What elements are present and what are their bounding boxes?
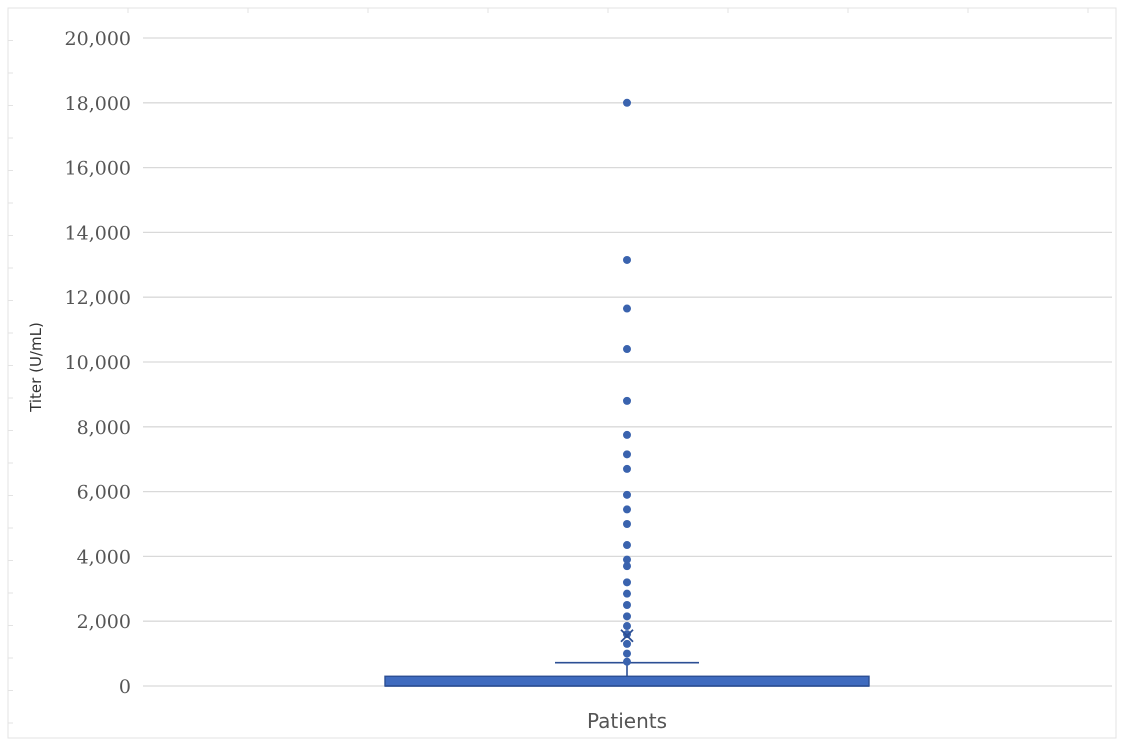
y-tick-label: 18,000 [65, 93, 131, 115]
gridlines [143, 37, 1112, 687]
outlier-point [623, 601, 631, 609]
y-tick-label: 8,000 [77, 417, 131, 439]
outlier-point [623, 396, 631, 405]
box-plot-series [384, 98, 870, 687]
outlier-point [623, 520, 631, 528]
chart-frame [7, 7, 1117, 739]
outlier-point [623, 649, 631, 658]
outlier-point [623, 578, 631, 587]
outlier-point [623, 639, 631, 648]
y-axis-title: Titer (U/mL) [27, 322, 45, 413]
y-tick-label: 14,000 [65, 222, 131, 244]
y-tick-label: 16,000 [65, 158, 131, 180]
outlier-point [623, 657, 631, 666]
y-tick-label: 12,000 [65, 287, 131, 309]
y-tick-label: 4,000 [77, 546, 131, 568]
outlier-point [623, 430, 631, 439]
outlier-point [623, 464, 631, 473]
mean-marker [620, 629, 634, 643]
outlier-point [623, 562, 631, 571]
frame-tick-marks [8, 8, 1089, 724]
outlier-point [623, 98, 631, 107]
outlier-point [623, 622, 631, 631]
outlier-point [623, 541, 631, 550]
outlier-point [623, 555, 631, 564]
outlier-point [623, 505, 631, 514]
outlier-point [623, 630, 631, 639]
iqr-box [384, 675, 870, 687]
outlier-point [623, 612, 631, 621]
outlier-point [623, 255, 631, 264]
outlier-point [623, 345, 631, 354]
outlier-point [623, 589, 631, 598]
outlier-point [623, 450, 631, 459]
x-category-label: Patients [587, 709, 667, 733]
y-tick-label: 0 [119, 676, 131, 698]
y-tick-label: 2,000 [77, 611, 131, 633]
y-axis-tick-labels: 0 2,000 4,000 6,000 8,000 10,000 12,000 14,000 1… [65, 28, 131, 698]
y-tick-label: 10,000 [65, 352, 131, 374]
y-tick-label: 6,000 [77, 482, 131, 504]
x-axis-category-labels: Patients [587, 709, 667, 733]
outlier-point [623, 490, 631, 499]
outlier-point [623, 304, 631, 313]
y-tick-label: 20,000 [65, 28, 131, 50]
